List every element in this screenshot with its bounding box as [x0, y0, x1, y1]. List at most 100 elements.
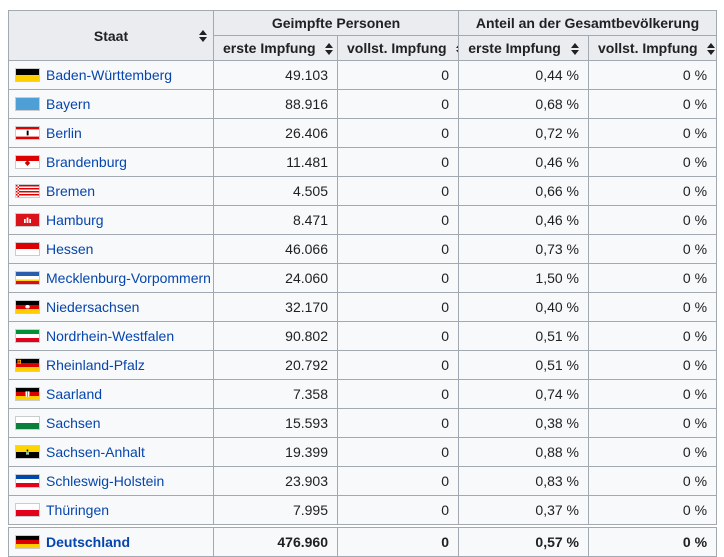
state-link[interactable]: Hamburg [46, 212, 104, 228]
cell-vollst-impfung: 0 [337, 350, 459, 380]
flag-berlin [16, 127, 39, 139]
flag-hamburg [16, 214, 39, 226]
cell-vollst-impfung: 0 [337, 495, 459, 525]
flag-deutschland [16, 536, 39, 548]
flag-nordrhein-westfalen [16, 330, 39, 342]
cell-vollst-impfung-anteil: 0 % [587, 147, 718, 177]
state-link[interactable]: Brandenburg [46, 154, 127, 170]
state-cell: Bremen [8, 176, 214, 206]
column-header-staat[interactable]: Staat [8, 10, 214, 61]
cell-vollst-impfung-anteil: 0 % [587, 60, 718, 90]
cell-vollst-impfung-anteil: 0 % [587, 466, 718, 496]
state-cell: Rheinland-Pfalz [8, 350, 214, 380]
table-body: Baden-Württemberg 49.103 0 0,44 % 0 % Ba… [8, 60, 718, 525]
state-link[interactable]: Mecklenburg-Vorpommern [46, 270, 211, 286]
table-row: Baden-Württemberg 49.103 0 0,44 % 0 % [8, 60, 718, 90]
sort-icon [325, 43, 334, 56]
cell-erste-impfung-anteil: 0,46 % [458, 205, 589, 235]
cell-erste-impfung-anteil: 0,68 % [458, 89, 589, 119]
sort-icon [707, 43, 716, 56]
column-header-erste-impfung-anteil[interactable]: erste Impfung [458, 35, 589, 61]
cell-vollst-impfung: 0 [337, 408, 459, 438]
state-cell: Sachsen [8, 408, 214, 438]
cell-erste-impfung: 20.792 [213, 350, 338, 380]
state-cell: Brandenburg [8, 147, 214, 177]
cell-vollst-impfung-anteil: 0 % [587, 495, 718, 525]
sort-icon [456, 43, 458, 56]
total-cell-erste-impfung: 476.960 [213, 527, 338, 557]
flag-bremen [16, 185, 39, 197]
table-row: Sachsen 15.593 0 0,38 % 0 % [8, 408, 718, 438]
column-header-label: erste Impfung [223, 40, 316, 56]
cell-vollst-impfung-anteil: 0 % [587, 205, 718, 235]
cell-vollst-impfung: 0 [337, 147, 459, 177]
cell-erste-impfung: 90.802 [213, 321, 338, 351]
table-row: Hessen 46.066 0 0,73 % 0 % [8, 234, 718, 264]
cell-vollst-impfung-anteil: 0 % [587, 321, 718, 351]
cell-erste-impfung: 4.505 [213, 176, 338, 206]
cell-vollst-impfung-anteil: 0 % [587, 292, 718, 322]
state-link[interactable]: Baden-Württemberg [46, 67, 173, 83]
table-row: Saarland 7.358 0 0,74 % 0 % [8, 379, 718, 409]
state-link[interactable]: Rheinland-Pfalz [46, 357, 145, 373]
cell-erste-impfung-anteil: 0,37 % [458, 495, 589, 525]
state-cell: Hessen [8, 234, 214, 264]
cell-vollst-impfung: 0 [337, 118, 459, 148]
state-link[interactable]: Saarland [46, 386, 103, 402]
state-cell: Nordrhein-Westfalen [8, 321, 214, 351]
column-header-label: vollst. Impfung [347, 40, 447, 56]
table-row: Hamburg 8.471 0 0,46 % 0 % [8, 205, 718, 235]
cell-erste-impfung-anteil: 0,66 % [458, 176, 589, 206]
flag-rheinland-pfalz [16, 359, 39, 371]
total-cell-vollst-impfung-anteil: 0 % [587, 527, 718, 557]
flag-hessen [16, 243, 39, 255]
cell-erste-impfung: 7.358 [213, 379, 338, 409]
cell-erste-impfung: 32.170 [213, 292, 338, 322]
cell-vollst-impfung: 0 [337, 379, 459, 409]
cell-vollst-impfung: 0 [337, 234, 459, 264]
state-link[interactable]: Sachsen [46, 415, 101, 431]
cell-erste-impfung-anteil: 0,74 % [458, 379, 589, 409]
state-cell: Niedersachsen [8, 292, 214, 322]
sort-icon [570, 43, 579, 56]
cell-erste-impfung-anteil: 0,38 % [458, 408, 589, 438]
state-link[interactable]: Berlin [46, 125, 82, 141]
column-header-erste-impfung-count[interactable]: erste Impfung [213, 35, 338, 61]
state-link[interactable]: Bremen [46, 183, 96, 199]
flag-saarland [16, 388, 39, 400]
state-link[interactable]: Nordrhein-Westfalen [46, 328, 175, 344]
column-header-vollst-impfung-anteil[interactable]: vollst. Impfung [587, 35, 718, 61]
cell-erste-impfung-anteil: 0,83 % [458, 466, 589, 496]
table-row: Rheinland-Pfalz 20.792 0 0,51 % 0 % [8, 350, 718, 380]
state-link[interactable]: Bayern [46, 96, 91, 112]
table-row: Berlin 26.406 0 0,72 % 0 % [8, 118, 718, 148]
flag-baden-wuerttemberg [16, 69, 39, 81]
cell-vollst-impfung: 0 [337, 437, 459, 467]
cell-erste-impfung-anteil: 0,73 % [458, 234, 589, 264]
state-link[interactable]: Niedersachsen [46, 299, 140, 315]
cell-erste-impfung: 26.406 [213, 118, 338, 148]
table-row: Bayern 88.916 0 0,68 % 0 % [8, 89, 718, 119]
cell-erste-impfung: 46.066 [213, 234, 338, 264]
state-link[interactable]: Schleswig-Holstein [46, 473, 165, 489]
column-header-label: erste Impfung [468, 40, 561, 56]
state-cell: Mecklenburg-Vorpommern [8, 263, 214, 293]
state-link[interactable]: Thüringen [46, 502, 110, 518]
cell-vollst-impfung-anteil: 0 % [587, 350, 718, 380]
cell-erste-impfung: 11.481 [213, 147, 338, 177]
state-cell: Bayern [8, 89, 214, 119]
state-link[interactable]: Sachsen-Anhalt [46, 444, 145, 460]
cell-erste-impfung-anteil: 0,51 % [458, 350, 589, 380]
cell-erste-impfung: 23.903 [213, 466, 338, 496]
sort-icon [199, 29, 207, 42]
footer-separator [8, 524, 717, 528]
state-link-deutschland[interactable]: Deutschland [46, 534, 131, 550]
table-row: Niedersachsen 32.170 0 0,40 % 0 % [8, 292, 718, 322]
cell-vollst-impfung-anteil: 0 % [587, 176, 718, 206]
state-link[interactable]: Hessen [46, 241, 94, 257]
column-header-vollst-impfung-count[interactable]: vollst. Impfung [337, 35, 459, 61]
flag-niedersachsen [16, 301, 39, 313]
flag-bayern [16, 98, 39, 110]
table-row: Brandenburg 11.481 0 0,46 % 0 % [8, 147, 718, 177]
